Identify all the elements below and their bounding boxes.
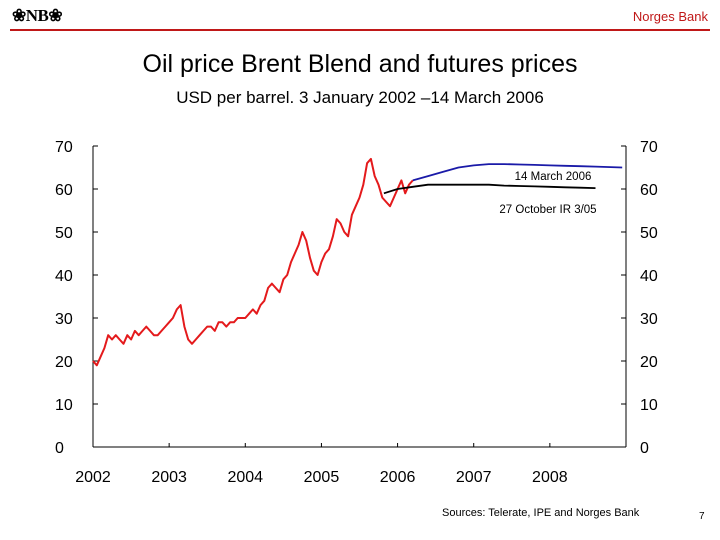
y-tick-label-left-30: 30 <box>55 311 73 328</box>
y-tick-label-left-0: 0 <box>55 440 64 457</box>
y-tick-label-right-50: 50 <box>640 225 658 242</box>
y-tick-label-left-10: 10 <box>55 397 73 414</box>
y-tick-label-left-70: 70 <box>55 139 73 156</box>
slide-title: Oil price Brent Blend and futures prices <box>142 50 578 78</box>
page-number: 7 <box>699 511 705 522</box>
chart-labels: 0 10 20 30 40 50 60 70 0 10 20 30 40 50 60 70 2002 2003 20… <box>55 139 658 486</box>
chart-series <box>92 157 623 367</box>
logo-left-emblem-icon: ❀ <box>12 6 26 25</box>
futures-27-october-line <box>383 183 596 195</box>
x-tick-label-2007: 2007 <box>456 469 492 486</box>
y-tick-label-right-10: 10 <box>640 397 658 414</box>
logo-text: NB <box>25 6 49 25</box>
y-tick-label-left-60: 60 <box>55 182 73 199</box>
header-rule <box>10 29 710 31</box>
annotation-1: 27 October IR 3/05 <box>499 204 596 216</box>
futures-14-march-2006-line <box>412 163 623 182</box>
brent-spot-line <box>92 157 414 367</box>
y-tick-label-right-30: 30 <box>640 311 658 328</box>
y-tick-label-right-70: 70 <box>640 139 658 156</box>
norges-bank-logo: ❀NB❀ <box>12 6 63 26</box>
y-tick-label-left-50: 50 <box>55 225 73 242</box>
slide-subtitle: USD per barrel. 3 January 2002 –14 March… <box>176 88 544 107</box>
x-tick-label-2003: 2003 <box>151 469 187 486</box>
x-tick-label-2002: 2002 <box>75 469 111 486</box>
chart-axes <box>92 145 627 448</box>
y-tick-label-right-40: 40 <box>640 268 658 285</box>
org-name: Norges Bank <box>632 9 708 24</box>
annotation-0: 14 March 2006 <box>515 171 592 183</box>
y-tick-label-right-60: 60 <box>640 182 658 199</box>
x-tick-label-2004: 2004 <box>227 469 263 486</box>
y-tick-label-right-0: 0 <box>640 440 649 457</box>
y-tick-label-left-40: 40 <box>55 268 73 285</box>
x-tick-label-2008: 2008 <box>532 469 568 486</box>
sources-note: Sources: Telerate, IPE and Norges Bank <box>442 507 640 519</box>
logo-right-emblem-icon: ❀ <box>48 6 63 25</box>
y-tick-label-right-20: 20 <box>640 354 658 371</box>
x-tick-label-2006: 2006 <box>380 469 416 486</box>
x-tick-label-2005: 2005 <box>304 469 340 486</box>
y-tick-label-left-20: 20 <box>55 354 73 371</box>
